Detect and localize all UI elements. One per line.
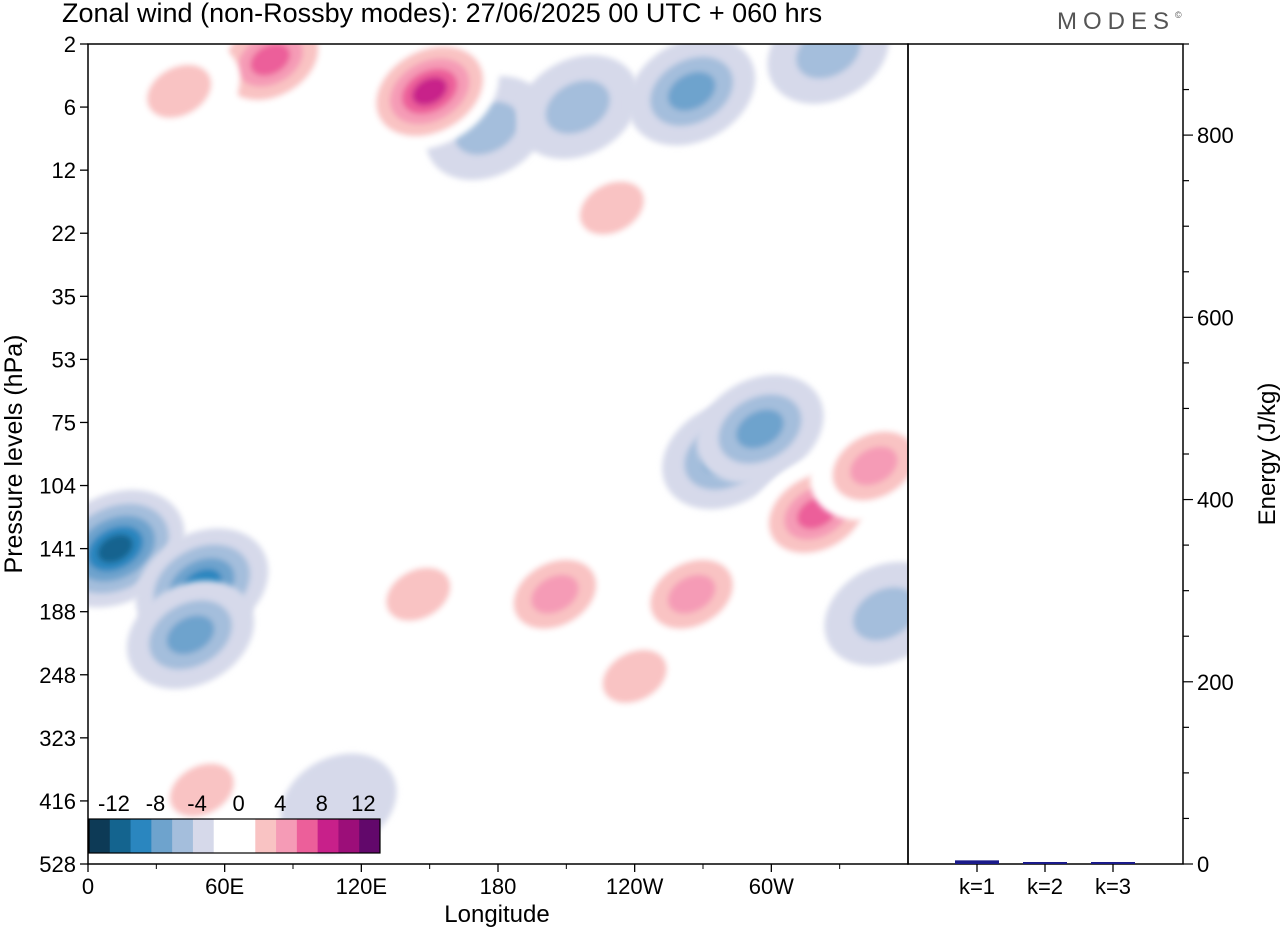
colorbar-label: 8 <box>316 791 328 816</box>
energy-tick-label: 0 <box>1197 852 1209 877</box>
contour-region <box>126 580 255 690</box>
x-tick-label: 180 <box>480 874 517 899</box>
longitude-axis: 0 60E 120E 180 120W 60W <box>82 864 841 899</box>
y-tick-label: 22 <box>52 221 76 246</box>
y-tick-label: 416 <box>39 789 76 814</box>
colorbar-swatch <box>296 819 319 853</box>
x-tick-label: 120W <box>606 874 664 899</box>
energy-category-label: k=2 <box>1027 874 1063 899</box>
contour-region <box>360 44 499 151</box>
colorbar-swatch <box>109 819 132 853</box>
contour-region <box>627 44 756 146</box>
colorbar-swatch <box>151 819 173 853</box>
x-tick-label: 120E <box>336 874 387 899</box>
contour-region <box>516 55 639 160</box>
x-axis-label: Longitude <box>444 901 549 928</box>
colorbar-label: -12 <box>98 791 130 816</box>
contour-region <box>627 540 756 649</box>
colorbar-swatch <box>192 819 215 853</box>
energy-plot-frame <box>907 43 1184 865</box>
contour-region <box>696 374 824 484</box>
colorbar-swatch <box>338 819 360 853</box>
contour-region <box>573 624 696 729</box>
x-tick-label: 0 <box>82 874 94 899</box>
y-tick-label: 53 <box>52 347 76 372</box>
chart-title: Zonal wind (non-Rossby modes): 27/06/202… <box>62 0 823 28</box>
y-tick-label: 188 <box>39 600 76 625</box>
contour-region <box>118 44 240 144</box>
energy-tick-label: 800 <box>1197 123 1234 148</box>
energy-tick-label: 200 <box>1197 670 1234 695</box>
colorbar-swatch <box>317 819 339 853</box>
colorbar: -12 -8 -4 0 4 8 12 <box>88 791 381 854</box>
colorbar-swatch <box>359 819 381 853</box>
colorbar-swatch <box>172 819 194 853</box>
energy-bars: k=1 k=2 k=3 <box>955 860 1135 899</box>
contour-region <box>551 156 673 260</box>
y-tick-label: 6 <box>64 95 76 120</box>
x-tick-label: 60W <box>749 874 794 899</box>
colorbar-label: 4 <box>274 791 286 816</box>
contour-region <box>767 44 890 104</box>
energy-axis: 0 200 400 600 800 <box>1183 43 1234 877</box>
pressure-axis: 2 6 12 22 35 53 75 104 141 188 248 323 416 528 <box>39 32 88 877</box>
contour-region <box>357 542 480 647</box>
energy-bar <box>955 860 999 864</box>
x-tick-label: 60E <box>205 874 244 899</box>
contour-region <box>824 561 908 666</box>
contour-region <box>269 416 386 516</box>
y-tick-label: 323 <box>39 726 76 751</box>
y-tick-label: 75 <box>52 410 76 435</box>
colorbar-swatch <box>213 819 235 853</box>
contour-region <box>491 540 619 649</box>
y-tick-label: 528 <box>39 852 76 877</box>
energy-bar <box>1091 862 1135 864</box>
colorbar-label: 0 <box>233 791 245 816</box>
colorbar-label: 12 <box>351 791 375 816</box>
contour-region <box>141 738 263 843</box>
colorbar-swatch <box>130 819 152 853</box>
y-tick-label: 248 <box>39 663 76 688</box>
y-tick-label: 2 <box>64 32 76 57</box>
contour-field <box>88 44 908 853</box>
contour-region <box>810 411 908 521</box>
energy-bar <box>1023 862 1067 864</box>
energy-tick-label: 400 <box>1197 488 1234 513</box>
y-tick-label: 12 <box>52 158 76 183</box>
energy-category-label: k=3 <box>1095 874 1131 899</box>
y-tick-label: 104 <box>39 474 76 499</box>
energy-axis-label: Energy (J/kg) <box>1254 383 1280 526</box>
y-tick-label: 141 <box>39 537 76 562</box>
logo-mark: © <box>1175 10 1182 20</box>
colorbar-swatch <box>89 819 111 853</box>
energy-tick-label: 600 <box>1197 305 1234 330</box>
modes-logo: MODES© <box>1057 8 1182 36</box>
colorbar-label: -4 <box>187 791 207 816</box>
y-tick-label: 35 <box>52 284 76 309</box>
colorbar-swatch <box>255 819 277 853</box>
energy-category-label: k=1 <box>959 874 995 899</box>
y-axis-label: Pressure levels (hPa) <box>0 335 28 574</box>
logo-text: MODES <box>1057 8 1176 35</box>
colorbar-label: -8 <box>146 791 166 816</box>
colorbar-swatch <box>234 819 256 853</box>
colorbar-swatch <box>276 819 298 853</box>
